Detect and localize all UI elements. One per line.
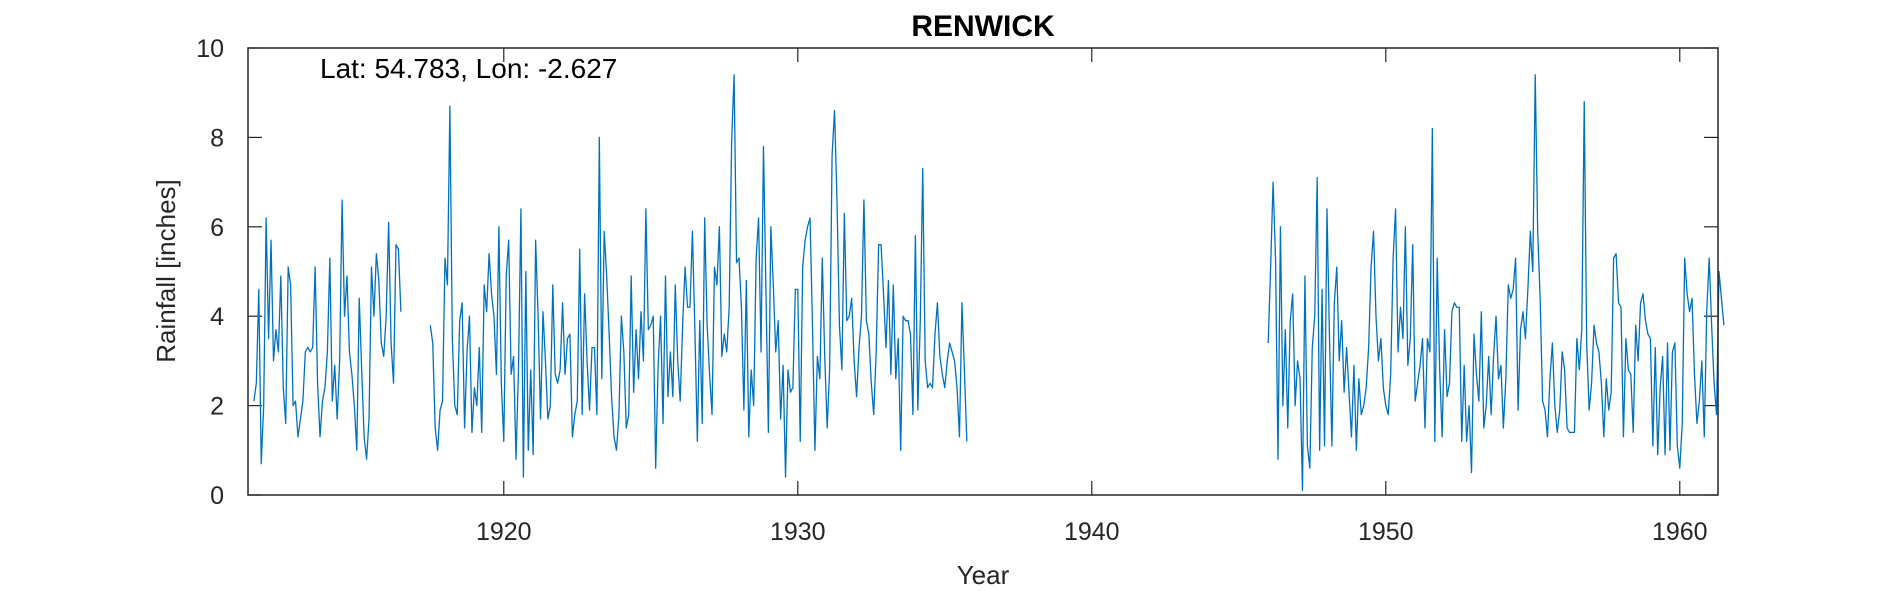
y-tick-label: 10 [196,35,224,63]
x-tick-label: 1960 [1652,518,1708,546]
x-tick-label: 1940 [1064,518,1120,546]
x-axis-label: Year [957,560,1010,590]
y-tick-label: 4 [210,303,224,331]
series-layer [253,74,1725,492]
chart-title: RENWICK [911,10,1055,43]
x-tick-label: 1920 [476,518,532,546]
rainfall-series-line [1267,74,1725,492]
y-tick-label: 8 [210,124,224,152]
y-tick-label: 6 [210,214,224,242]
chart-annotation: Lat: 54.783, Lon: -2.627 [320,53,617,84]
rainfall-series-line [253,199,402,465]
y-tick-label: 2 [210,393,224,421]
y-tick-label: 0 [210,482,224,510]
x-tick-label: 1950 [1358,518,1414,546]
plot-box [247,47,1719,496]
rainfall-series-line [429,74,968,478]
axis-ticks [248,47,1718,496]
y-axis-label: Rainfall [inches] [151,179,181,363]
x-tick-label: 1930 [770,518,826,546]
x-tick-labels: 1920 1930 1940 1950 1960 [476,518,1708,546]
y-tick-labels: 0 2 4 6 8 10 [196,35,224,510]
